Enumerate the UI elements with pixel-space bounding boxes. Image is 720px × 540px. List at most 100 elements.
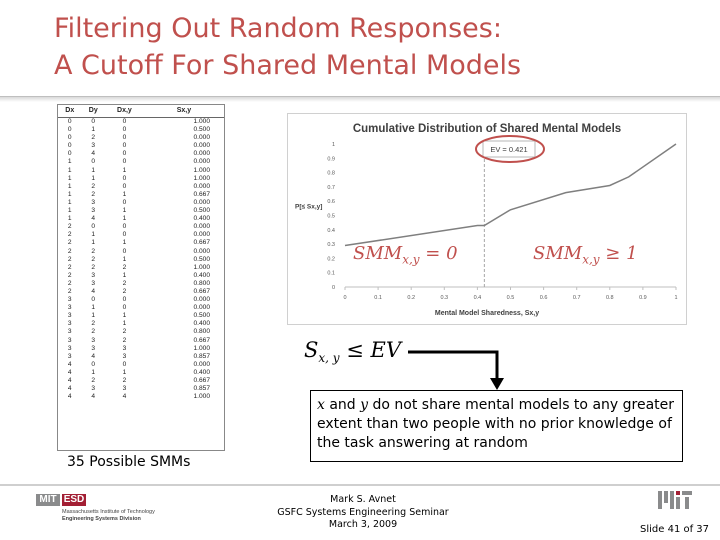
table-cell: 0.857 <box>193 352 210 360</box>
table-cell: 2 <box>91 255 96 263</box>
eq-left-main: SMM <box>353 243 403 264</box>
formula-rest: ≤ EV <box>339 338 402 362</box>
table-row: 1 3 0 0.000 <box>58 199 224 207</box>
x-tick-label: 1 <box>674 295 677 301</box>
table-cell: 0 <box>67 134 72 142</box>
y-tick-label: 0.8 <box>327 171 335 177</box>
table-cell: 1 <box>122 312 127 320</box>
table-cell: 0.500 <box>193 207 210 215</box>
table-cell: 1 <box>67 215 72 223</box>
table-cell: 1 <box>91 231 96 239</box>
table-cell: 2 <box>67 263 72 271</box>
mit-logo-icon <box>658 491 692 509</box>
table-row: 3 2 1 0.400 <box>58 320 224 328</box>
table-cell: 1 <box>91 174 96 182</box>
mit-badge: MIT <box>36 494 60 506</box>
table-cell: 2 <box>122 328 127 336</box>
table-cell: 3 <box>67 312 72 320</box>
table-cell: 0 <box>122 142 127 150</box>
table-cell: 0.667 <box>193 190 210 198</box>
callout-arrow <box>408 350 504 390</box>
table-cell: 3 <box>91 336 96 344</box>
table-cell: 3 <box>91 344 96 352</box>
table-row: 1 1 1 1.000 <box>58 167 224 175</box>
table-cell: 2 <box>122 287 127 295</box>
table-cell: 2 <box>91 263 96 271</box>
table-row: 3 3 2 0.667 <box>58 337 224 345</box>
table-row: 4 1 1 0.400 <box>58 369 224 377</box>
table-cell: 0.800 <box>193 328 210 336</box>
table-cell: 1 <box>91 312 96 320</box>
title-line-1: Filtering Out Random Responses: <box>54 13 502 44</box>
table-cell: 1 <box>67 198 72 206</box>
y-tick-label: 0 <box>332 285 335 291</box>
equation-smm-one: SMMx,y ≥ 1 <box>533 243 638 267</box>
table-cell: 0.000 <box>193 150 210 158</box>
y-axis-label: P[≤ Sx,y] <box>295 203 322 210</box>
table-row: 1 2 0 0.000 <box>58 183 224 191</box>
callout-y: y <box>360 397 369 413</box>
chart: Cumulative Distribution of Shared Mental… <box>287 113 687 325</box>
table-row: 3 4 3 0.857 <box>58 353 224 361</box>
y-tick-label: 1 <box>332 142 335 148</box>
table-cell: 1.000 <box>193 263 210 271</box>
table-cell: 0 <box>67 150 72 158</box>
y-tick-label: 0.3 <box>327 242 335 248</box>
table-cell: 0.000 <box>193 198 210 206</box>
x-tick-label: 0 <box>343 295 346 301</box>
table-cell: 2 <box>91 328 96 336</box>
cdf-series-line <box>344 143 677 247</box>
table-cell: 1 <box>91 126 96 134</box>
equation-smm-zero: SMMx,y = 0 <box>353 243 458 267</box>
table-cell: 2 <box>91 320 96 328</box>
table-cell: 3 <box>122 344 127 352</box>
table-row: 2 1 1 0.667 <box>58 239 224 247</box>
table-cell: 1 <box>122 166 127 174</box>
table-cell: 0.000 <box>193 247 210 255</box>
slide-number: Slide 41 of 37 <box>640 524 710 535</box>
x-tick-label: 0.4 <box>474 295 482 301</box>
table-cell: 0.667 <box>193 336 210 344</box>
table-row: 2 1 0 0.000 <box>58 231 224 239</box>
table-cell: 0.500 <box>193 126 210 134</box>
table-row: 4 3 3 0.857 <box>58 385 224 393</box>
table-cell: 0 <box>91 118 96 125</box>
table-cell: 1 <box>122 215 127 223</box>
presentation-date: March 3, 2009 <box>328 519 398 530</box>
table-cell: 1.000 <box>193 174 210 182</box>
table-cell: 3 <box>67 336 72 344</box>
table-cell: 4 <box>67 385 72 393</box>
table-cell: 0.000 <box>193 231 210 239</box>
table-cell: 0.800 <box>193 279 210 287</box>
table-cell: 2 <box>91 247 96 255</box>
table-cell: 1 <box>91 368 96 376</box>
table-cell: 4 <box>91 150 96 158</box>
table-row: 0 4 0 0.000 <box>58 150 224 158</box>
footer-info: Mark S. Avnet GSFC Systems Engineering S… <box>250 494 476 532</box>
table-cell: 0 <box>91 223 96 231</box>
table-cell: 3 <box>122 385 127 393</box>
table-cell: 3 <box>122 352 127 360</box>
table-row: 2 2 0 0.000 <box>58 248 224 256</box>
table-cell: 0 <box>67 142 72 150</box>
table-cell: 0 <box>122 134 127 142</box>
callout-box: x and y do not share mental models to an… <box>310 390 683 462</box>
table-cell: 4 <box>91 393 96 401</box>
title-line-2: A Cutoff For Shared Mental Models <box>54 50 522 81</box>
table-cell: 0.667 <box>193 239 210 247</box>
table-cell: 2 <box>122 279 127 287</box>
formula-main: S <box>304 338 319 362</box>
table-row: 3 0 0 0.000 <box>58 296 224 304</box>
table-row: 2 3 2 0.800 <box>58 280 224 288</box>
table-cell: 2 <box>122 336 127 344</box>
x-tick-label: 0.6 <box>540 295 548 301</box>
table-row: 1 2 1 0.667 <box>58 191 224 199</box>
table-row: 3 3 3 1.000 <box>58 345 224 353</box>
table-cell: 3 <box>67 320 72 328</box>
eq-right-main: SMM <box>533 243 583 264</box>
table-cell: 3 <box>67 352 72 360</box>
table-cell: 3 <box>91 385 96 393</box>
table-cell: 1 <box>122 368 127 376</box>
ev-annotation-label: EV = 0.421 <box>490 145 527 154</box>
table-cell: 2 <box>67 223 72 231</box>
